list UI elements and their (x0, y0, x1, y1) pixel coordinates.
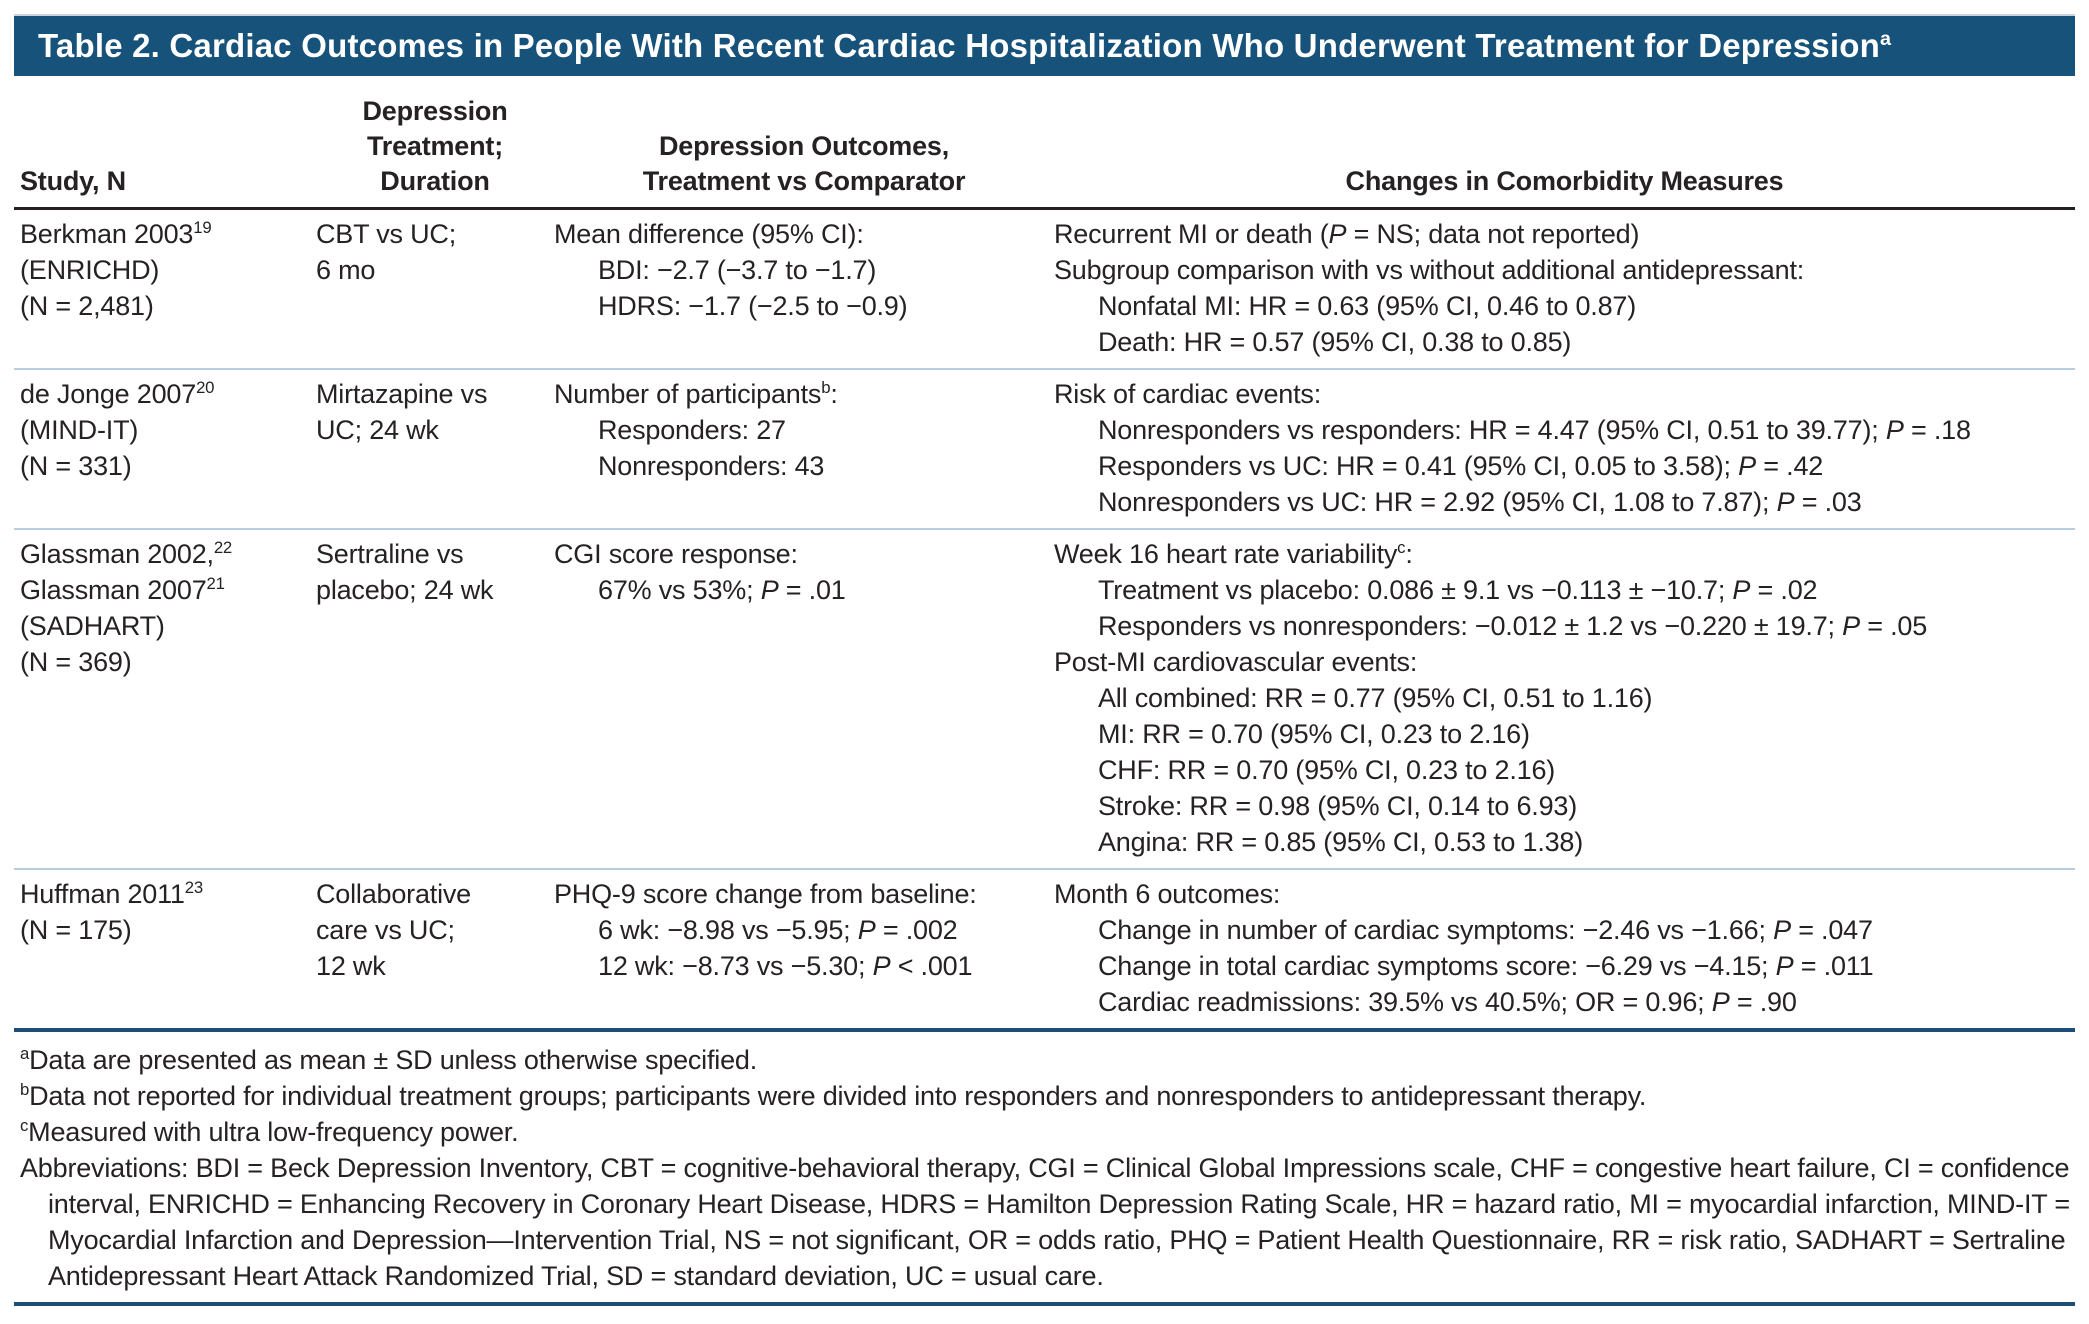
footnote: aData are presented as mean ± SD unless … (20, 1044, 758, 1075)
cell-line: Number of participantsb: (554, 378, 838, 409)
cell-line: All combined: RR = 0.77 (95% CI, 0.51 to… (1098, 683, 1653, 713)
cell-line: (ENRICHD) (20, 255, 160, 285)
cell-line: Angina: RR = 0.85 (95% CI, 0.53 to 1.38) (1098, 827, 1584, 857)
cell-line: Responders: 27 (598, 415, 786, 445)
cell-comorbidity: Week 16 heart rate variabilityc: Treatmen… (1054, 536, 2075, 860)
cell-study: Berkman 200319 (ENRICHD) (N = 2,481) (20, 216, 316, 360)
cell-line: MI: RR = 0.70 (95% CI, 0.23 to 2.16) (1098, 719, 1530, 749)
cell-line: 67% vs 53%; P = .01 (598, 575, 846, 605)
cell-line: Huffman 201123 (20, 878, 203, 909)
column-header-outcomes: Depression Outcomes, Treatment vs Compar… (554, 129, 1054, 199)
cell-line: (SADHART) (20, 611, 165, 641)
footnotes: aData are presented as mean ± SD unless … (14, 1032, 2075, 1306)
cell-line: Cardiac readmissions: 39.5% vs 40.5%; OR… (1098, 987, 1797, 1017)
column-header-line: Changes in Comorbidity Measures (1345, 166, 1784, 196)
cell-line: Nonresponders vs UC: HR = 2.92 (95% CI, … (1098, 487, 1862, 517)
cell-study: Huffman 201123 (N = 175) (20, 876, 316, 1020)
cell-line: PHQ-9 score change from baseline: (554, 879, 977, 909)
cell-study: Glassman 2002,22 Glassman 200721 (SADHART)… (20, 536, 316, 860)
cell-line: (N = 2,481) (20, 291, 154, 321)
table-row: de Jonge 200720 (MIND-IT) (N = 331) Mirtaza… (14, 368, 2075, 528)
cell-line: Nonresponders vs responders: HR = 4.47 (… (1098, 415, 1971, 445)
cell-line: Change in total cardiac symptoms score: … (1098, 951, 1874, 981)
cell-line: Death: HR = 0.57 (95% CI, 0.38 to 0.85) (1098, 327, 1572, 357)
footnote: cMeasured with ultra low-frequency power… (20, 1116, 519, 1147)
column-header-line: Depression Outcomes, (658, 131, 950, 161)
cell-line: Risk of cardiac events: (1054, 379, 1322, 409)
cell-treatment: Mirtazapine vs UC; 24 wk (316, 376, 554, 520)
cell-line: Change in number of cardiac symptoms: −2… (1098, 915, 1873, 945)
cell-line: Recurrent MI or death (P = NS; data not … (1054, 219, 1640, 249)
cell-line: Mirtazapine vs (316, 379, 488, 409)
cell-line: Glassman 200721 (20, 574, 225, 605)
cell-line: (N = 175) (20, 915, 132, 945)
cell-line: Berkman 200319 (20, 218, 212, 249)
cell-line: Post-MI cardiovascular events: (1054, 647, 1418, 677)
column-header-treatment: Depression Treatment; Duration (316, 94, 554, 199)
cell-line: Stroke: RR = 0.98 (95% CI, 0.14 to 6.93) (1098, 791, 1578, 821)
table-row: Berkman 200319 (ENRICHD) (N = 2,481) CBT vs… (14, 210, 2075, 368)
cell-outcomes: PHQ-9 score change from baseline: 6 wk: −… (554, 876, 1054, 1020)
cell-line: Sertraline vs (316, 539, 464, 569)
footnote: bData not reported for individual treatm… (20, 1080, 1647, 1111)
cell-outcomes: Mean difference (95% CI): BDI: −2.7 (−3.7… (554, 216, 1054, 360)
cell-line: Collaborative (316, 879, 471, 909)
column-header-line: Treatment vs Comparator (642, 166, 966, 196)
column-header-line: Depression (362, 96, 508, 126)
cell-line: Mean difference (95% CI): (554, 219, 864, 249)
cell-line: Nonfatal MI: HR = 0.63 (95% CI, 0.46 to … (1098, 291, 1637, 321)
table-row: Glassman 2002,22 Glassman 200721 (SADHART)… (14, 528, 2075, 868)
cell-line: care vs UC; (316, 915, 455, 945)
cell-outcomes: Number of participantsb: Responders: 27 No… (554, 376, 1054, 520)
cell-comorbidity: Risk of cardiac events: Nonresponders vs … (1054, 376, 2075, 520)
cell-comorbidity: Month 6 outcomes: Change in number of car… (1054, 876, 2075, 1020)
cell-treatment: Collaborative care vs UC; 12 wk (316, 876, 554, 1020)
cell-line: CHF: RR = 0.70 (95% CI, 0.23 to 2.16) (1098, 755, 1556, 785)
cell-line: (MIND-IT) (20, 415, 139, 445)
cell-line: Subgroup comparison with vs without addi… (1054, 255, 1805, 285)
cell-line: Glassman 2002,22 (20, 538, 233, 569)
cell-line: 12 wk (316, 951, 386, 981)
cell-outcomes: CGI score response: 67% vs 53%; P = .01 (554, 536, 1054, 860)
table-row: Huffman 201123 (N = 175) Collaborative care… (14, 868, 2075, 1028)
table-title-bar: Table 2. Cardiac Outcomes in People With… (14, 14, 2075, 76)
cell-line: UC; 24 wk (316, 415, 439, 445)
cell-line: Nonresponders: 43 (598, 451, 825, 481)
cell-line: BDI: −2.7 (−3.7 to −1.7) (598, 255, 877, 285)
cell-study: de Jonge 200720 (MIND-IT) (N = 331) (20, 376, 316, 520)
cell-line: 6 wk: −8.98 vs −5.95; P = .002 (598, 915, 958, 945)
cell-line: Responders vs nonresponders: −0.012 ± 1.… (1098, 611, 1928, 641)
cell-line: 6 mo (316, 255, 376, 285)
column-header-row: Study, N Depression Treatment; Duration … (14, 76, 2075, 210)
column-header-line: Study, N (20, 166, 126, 196)
table-title: Table 2. Cardiac Outcomes in People With… (38, 27, 1892, 64)
cell-line: 12 wk: −8.73 vs −5.30; P < .001 (598, 951, 973, 981)
cell-line: Week 16 heart rate variabilityc: (1054, 538, 1413, 569)
cell-line: de Jonge 200720 (20, 378, 215, 409)
column-header-comorbidity: Changes in Comorbidity Measures (1054, 164, 2075, 199)
abbreviations: Abbreviations: BDI = Beck Depression Inv… (20, 1153, 2070, 1291)
table-body: Berkman 200319 (ENRICHD) (N = 2,481) CBT vs… (14, 210, 2075, 1032)
cell-line: HDRS: −1.7 (−2.5 to −0.9) (598, 291, 908, 321)
cell-line: CBT vs UC; (316, 219, 457, 249)
cell-line: placebo; 24 wk (316, 575, 494, 605)
column-header-line: Treatment; (366, 131, 504, 161)
cell-line: Responders vs UC: HR = 0.41 (95% CI, 0.0… (1098, 451, 1824, 481)
cell-treatment: Sertraline vs placebo; 24 wk (316, 536, 554, 860)
cell-line: Treatment vs placebo: 0.086 ± 9.1 vs −0.… (1098, 575, 1818, 605)
cell-line: CGI score response: (554, 539, 798, 569)
column-header-study: Study, N (20, 164, 316, 199)
cell-comorbidity: Recurrent MI or death (P = NS; data not … (1054, 216, 2075, 360)
cell-treatment: CBT vs UC; 6 mo (316, 216, 554, 360)
cell-line: (N = 331) (20, 451, 132, 481)
cell-line: (N = 369) (20, 647, 132, 677)
column-header-line: Duration (380, 166, 490, 196)
cell-line: Month 6 outcomes: (1054, 879, 1281, 909)
